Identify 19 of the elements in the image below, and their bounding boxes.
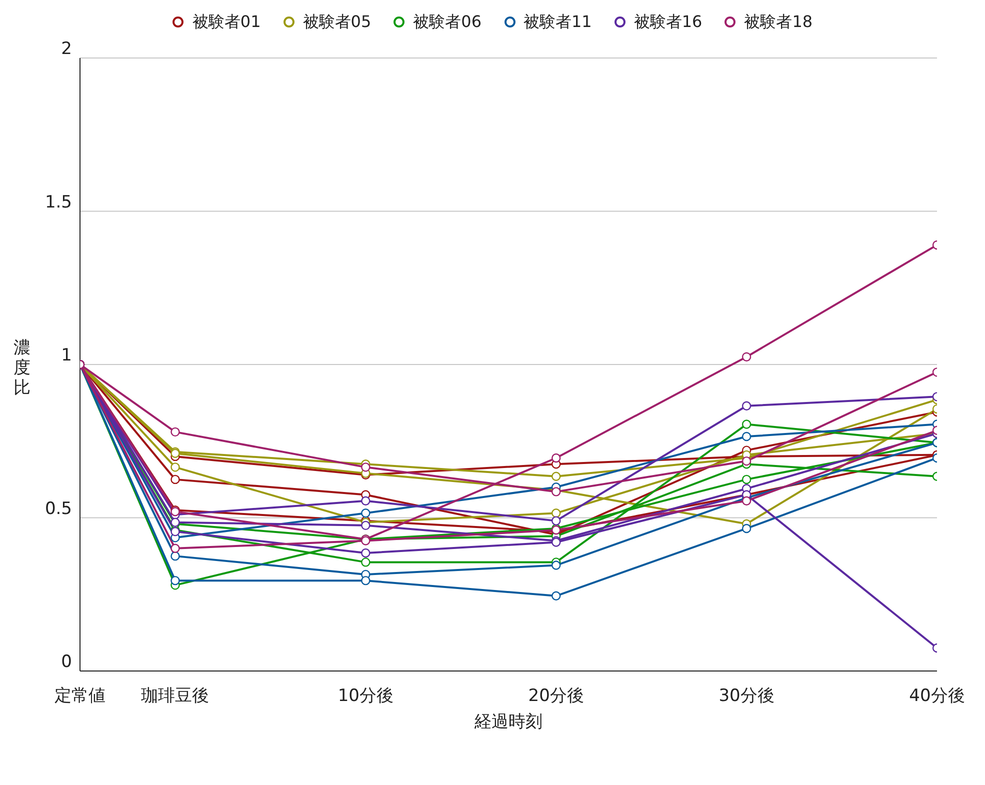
x-tick-label: 珈琲豆後 xyxy=(141,686,210,706)
x-tick-label: 10分後 xyxy=(338,686,394,706)
y-tick-label: 0.5 xyxy=(44,498,72,519)
y-tick-label: 0 xyxy=(61,652,72,672)
x-axis-title: 経過時刻 xyxy=(474,712,542,732)
x-tick-label: 30分後 xyxy=(718,686,774,706)
legend-label: 被験者05 xyxy=(302,12,372,32)
x-tick-label: 20分後 xyxy=(528,686,584,706)
legend-label: 被験者18 xyxy=(744,12,813,32)
y-tick-label: 1 xyxy=(61,346,72,366)
legend-label: 被験者11 xyxy=(524,12,592,32)
y-tick-label: 2 xyxy=(61,39,72,60)
y-tick-label: 1.5 xyxy=(44,192,72,212)
x-tick-label: 40分後 xyxy=(909,686,965,706)
legend-label: 被験者16 xyxy=(634,12,702,32)
x-tick-label: 定常値 xyxy=(54,686,106,706)
y-axis-title: 濃度比 xyxy=(12,338,32,398)
legend-label: 被験者06 xyxy=(413,12,482,32)
legend-label: 被験者01 xyxy=(192,12,261,32)
